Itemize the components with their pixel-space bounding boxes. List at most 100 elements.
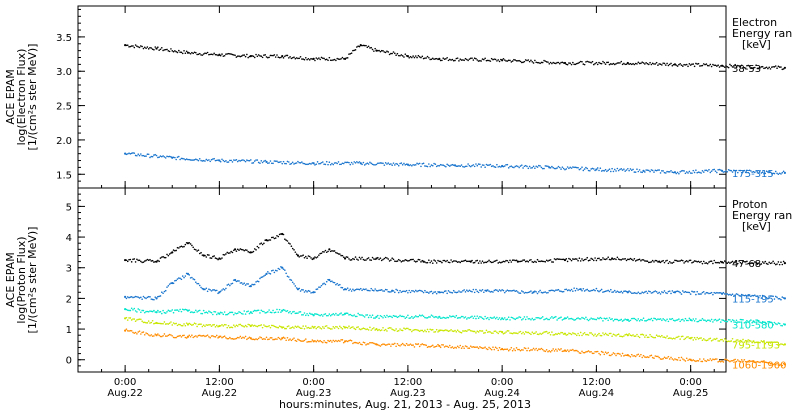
- data-point-fill: [272, 309, 274, 312]
- data-point-fill: [691, 359, 693, 362]
- data-point-fill: [506, 330, 509, 332]
- data-point-fill: [179, 334, 181, 337]
- data-point-fill: [287, 276, 290, 278]
- data-point-fill: [301, 327, 303, 330]
- data-point-fill: [520, 290, 523, 292]
- data-point-fill: [578, 334, 581, 337]
- data-point: [391, 289, 394, 292]
- data-point-fill: [325, 314, 328, 317]
- data-point-fill: [574, 258, 577, 260]
- data-point-fill: [268, 309, 270, 311]
- data-point-fill: [246, 159, 248, 161]
- data-point-fill: [604, 351, 607, 354]
- data-point: [155, 334, 158, 337]
- data-point-fill: [356, 258, 358, 260]
- data-point-fill: [307, 326, 310, 329]
- data-point-fill: [320, 327, 323, 330]
- data-point-fill: [493, 260, 496, 263]
- data-point-fill: [134, 261, 137, 263]
- data-point-fill: [484, 261, 486, 264]
- data-point-fill: [604, 258, 607, 261]
- data-point-fill: [497, 349, 500, 352]
- data-point-fill: [363, 341, 366, 344]
- data-point-fill: [613, 168, 616, 171]
- data-point-fill: [447, 316, 450, 319]
- data-point-fill: [493, 166, 496, 168]
- data-point-fill: [442, 291, 445, 294]
- data-point-fill: [240, 159, 243, 162]
- data-point-fill: [536, 61, 539, 64]
- data-point-fill: [201, 312, 204, 315]
- data-point-fill: [653, 171, 655, 173]
- data-point-fill: [599, 167, 602, 170]
- data-point: [469, 260, 472, 263]
- data-point-fill: [229, 326, 231, 329]
- data-point-fill: [384, 344, 387, 346]
- data-point-fill: [422, 291, 425, 294]
- data-point-fill: [394, 164, 396, 166]
- data-point-fill: [678, 172, 680, 175]
- data-point-fill: [574, 289, 577, 292]
- data-point-fill: [175, 158, 177, 161]
- data-point-fill: [632, 317, 634, 320]
- data-point-fill: [158, 49, 160, 51]
- data-point-fill: [129, 296, 132, 298]
- data-point-fill: [255, 325, 257, 327]
- data-point-fill: [378, 317, 380, 320]
- data-point-fill: [232, 54, 235, 56]
- data-point-fill: [395, 54, 397, 57]
- data-point-fill: [570, 259, 573, 262]
- data-point-fill: [448, 329, 451, 332]
- data-point-fill: [530, 290, 532, 292]
- data-point-fill: [366, 162, 369, 165]
- data-point-fill: [561, 290, 564, 293]
- data-point-fill: [573, 258, 575, 261]
- data-point-fill: [240, 248, 243, 251]
- data-point-fill: [632, 355, 634, 357]
- data-point-fill: [527, 331, 530, 334]
- data-point-fill: [462, 165, 464, 168]
- data-point-fill: [215, 289, 218, 292]
- data-point-fill: [132, 331, 134, 334]
- data-point-fill: [735, 66, 738, 68]
- data-point-fill: [445, 329, 447, 331]
- data-point-fill: [637, 258, 640, 261]
- data-point-fill: [540, 260, 543, 262]
- data-point-fill: [462, 59, 464, 61]
- data-point-fill: [319, 339, 321, 342]
- data-point-fill: [303, 256, 306, 259]
- data-point: [218, 53, 221, 56]
- data-point-fill: [391, 328, 393, 331]
- data-point-fill: [294, 285, 297, 287]
- data-point-fill: [726, 359, 729, 361]
- data-point-fill: [345, 326, 348, 329]
- data-point-fill: [742, 294, 744, 296]
- data-point-fill: [608, 354, 611, 357]
- data-point-fill: [295, 340, 298, 342]
- data-point-fill: [638, 320, 641, 322]
- data-point-fill: [506, 259, 509, 262]
- data-point-fill: [260, 324, 263, 326]
- data-point-fill: [289, 56, 291, 58]
- data-point-fill: [479, 315, 481, 318]
- data-point-fill: [654, 63, 657, 65]
- data-point-fill: [514, 349, 517, 352]
- data-point-fill: [548, 318, 551, 321]
- data-point-fill: [646, 292, 649, 294]
- data-point-fill: [777, 364, 780, 366]
- data-point-fill: [691, 290, 693, 293]
- data-point-fill: [407, 260, 409, 262]
- data-point-fill: [568, 257, 570, 260]
- data-point-fill: [481, 330, 484, 332]
- data-point-fill: [781, 364, 784, 367]
- data-point-fill: [655, 61, 658, 64]
- data-point-fill: [489, 331, 492, 333]
- data-point-fill: [189, 243, 192, 245]
- data-point-fill: [716, 65, 718, 67]
- data-point-fill: [586, 288, 589, 291]
- data-point-fill: [328, 327, 331, 330]
- data-point-fill: [141, 154, 143, 157]
- data-point-fill: [634, 260, 637, 262]
- data-point-fill: [670, 62, 672, 65]
- data-point-fill: [373, 342, 375, 345]
